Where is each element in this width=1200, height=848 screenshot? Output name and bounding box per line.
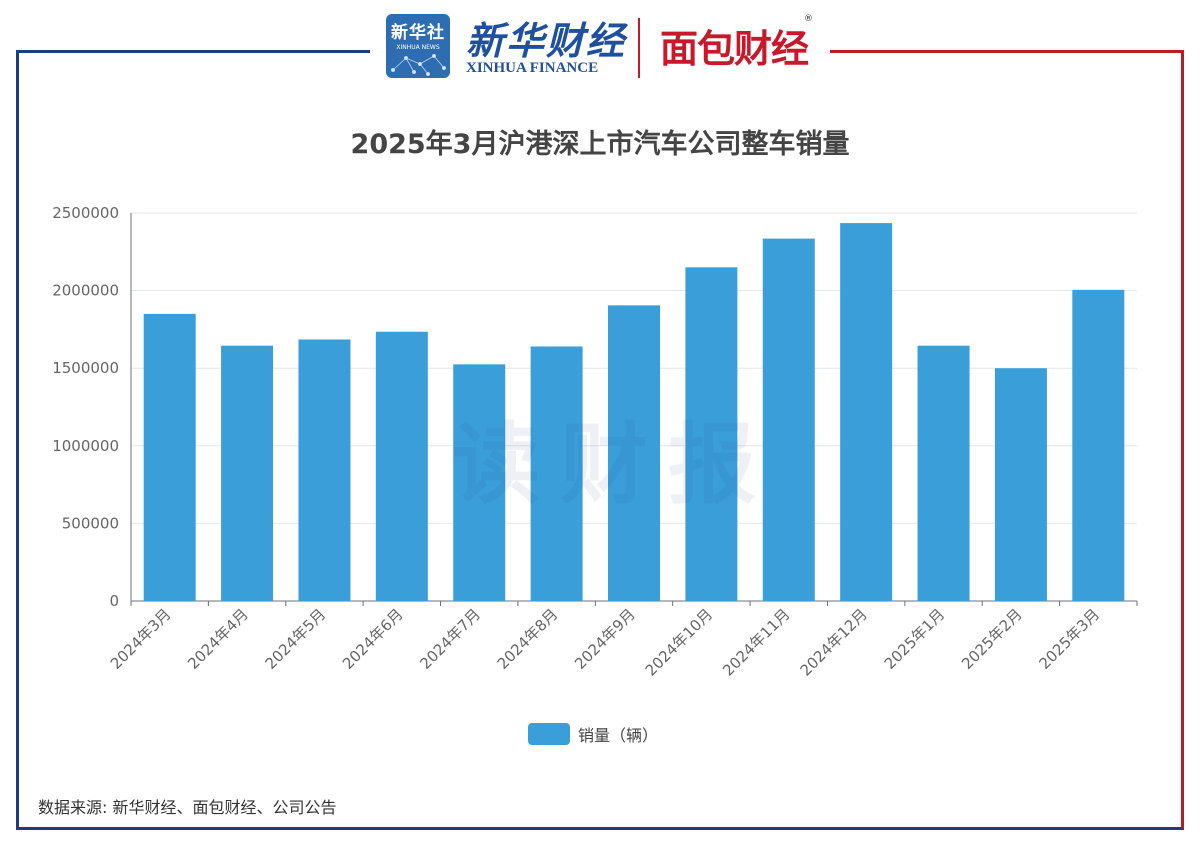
bar	[840, 223, 893, 601]
chart-title: 2025年3月沪港深上市汽车公司整车销量	[350, 129, 850, 160]
x-tick-label: 2024年3月	[107, 605, 175, 673]
bar	[685, 267, 738, 601]
bar	[1072, 289, 1125, 601]
registered-mark: ®	[804, 14, 813, 24]
mianbao-finance-logo: 面包财经	[660, 27, 809, 71]
x-tick-label: 2024年8月	[494, 605, 562, 673]
y-tick-label: 2000000	[52, 282, 119, 300]
chart-legend[interactable]: 销量（辆）	[528, 722, 658, 746]
bar	[917, 345, 970, 601]
x-tick-label: 2025年2月	[958, 605, 1026, 673]
y-tick-label: 1500000	[52, 359, 119, 377]
legend-swatch	[528, 723, 570, 745]
xinhua-badge-cn: 新华社	[391, 23, 445, 43]
frame-right-border	[598, 50, 1184, 830]
bar	[994, 368, 1047, 601]
x-tick-label: 2024年9月	[571, 605, 639, 673]
bar	[762, 238, 815, 601]
frame-left-border	[16, 50, 598, 830]
x-tick-label: 2024年6月	[339, 605, 407, 673]
x-tick-label: 2025年3月	[1035, 605, 1103, 673]
bar	[298, 339, 351, 601]
x-tick-label: 2024年12月	[797, 605, 871, 679]
y-tick-label: 2500000	[52, 204, 119, 222]
x-tick-label: 2024年10月	[642, 605, 716, 679]
x-tick-label: 2024年4月	[184, 605, 252, 673]
x-tick-label: 2024年11月	[719, 605, 793, 679]
bar	[530, 346, 583, 601]
x-tick-label: 2025年1月	[881, 605, 949, 673]
globe-network-icon	[391, 54, 447, 76]
bar	[375, 331, 428, 601]
xinhua-finance-logo-en: XINHUA FINANCE	[466, 60, 599, 76]
x-tick-label: 2024年7月	[416, 605, 484, 673]
bar	[453, 364, 506, 601]
logo-divider	[638, 18, 640, 78]
legend-label: 销量（辆）	[578, 726, 659, 745]
bar	[143, 313, 196, 601]
bar	[608, 305, 660, 601]
x-tick-label: 2024年5月	[262, 605, 330, 673]
source-note: 数据来源: 新华财经、面包财经、公司公告	[38, 798, 337, 817]
y-tick-label: 0	[109, 592, 119, 610]
watermark: 读财报	[452, 413, 777, 516]
y-tick-label: 500000	[62, 514, 119, 532]
xinhua-badge-en: XINHUA NEWS	[396, 44, 440, 51]
xinhua-finance-logo-cn: 新华财经	[466, 18, 627, 63]
xinhua-news-logo: 新华社 XINHUA NEWS	[386, 14, 450, 78]
bar	[221, 345, 274, 601]
y-tick-label: 1000000	[52, 437, 119, 455]
